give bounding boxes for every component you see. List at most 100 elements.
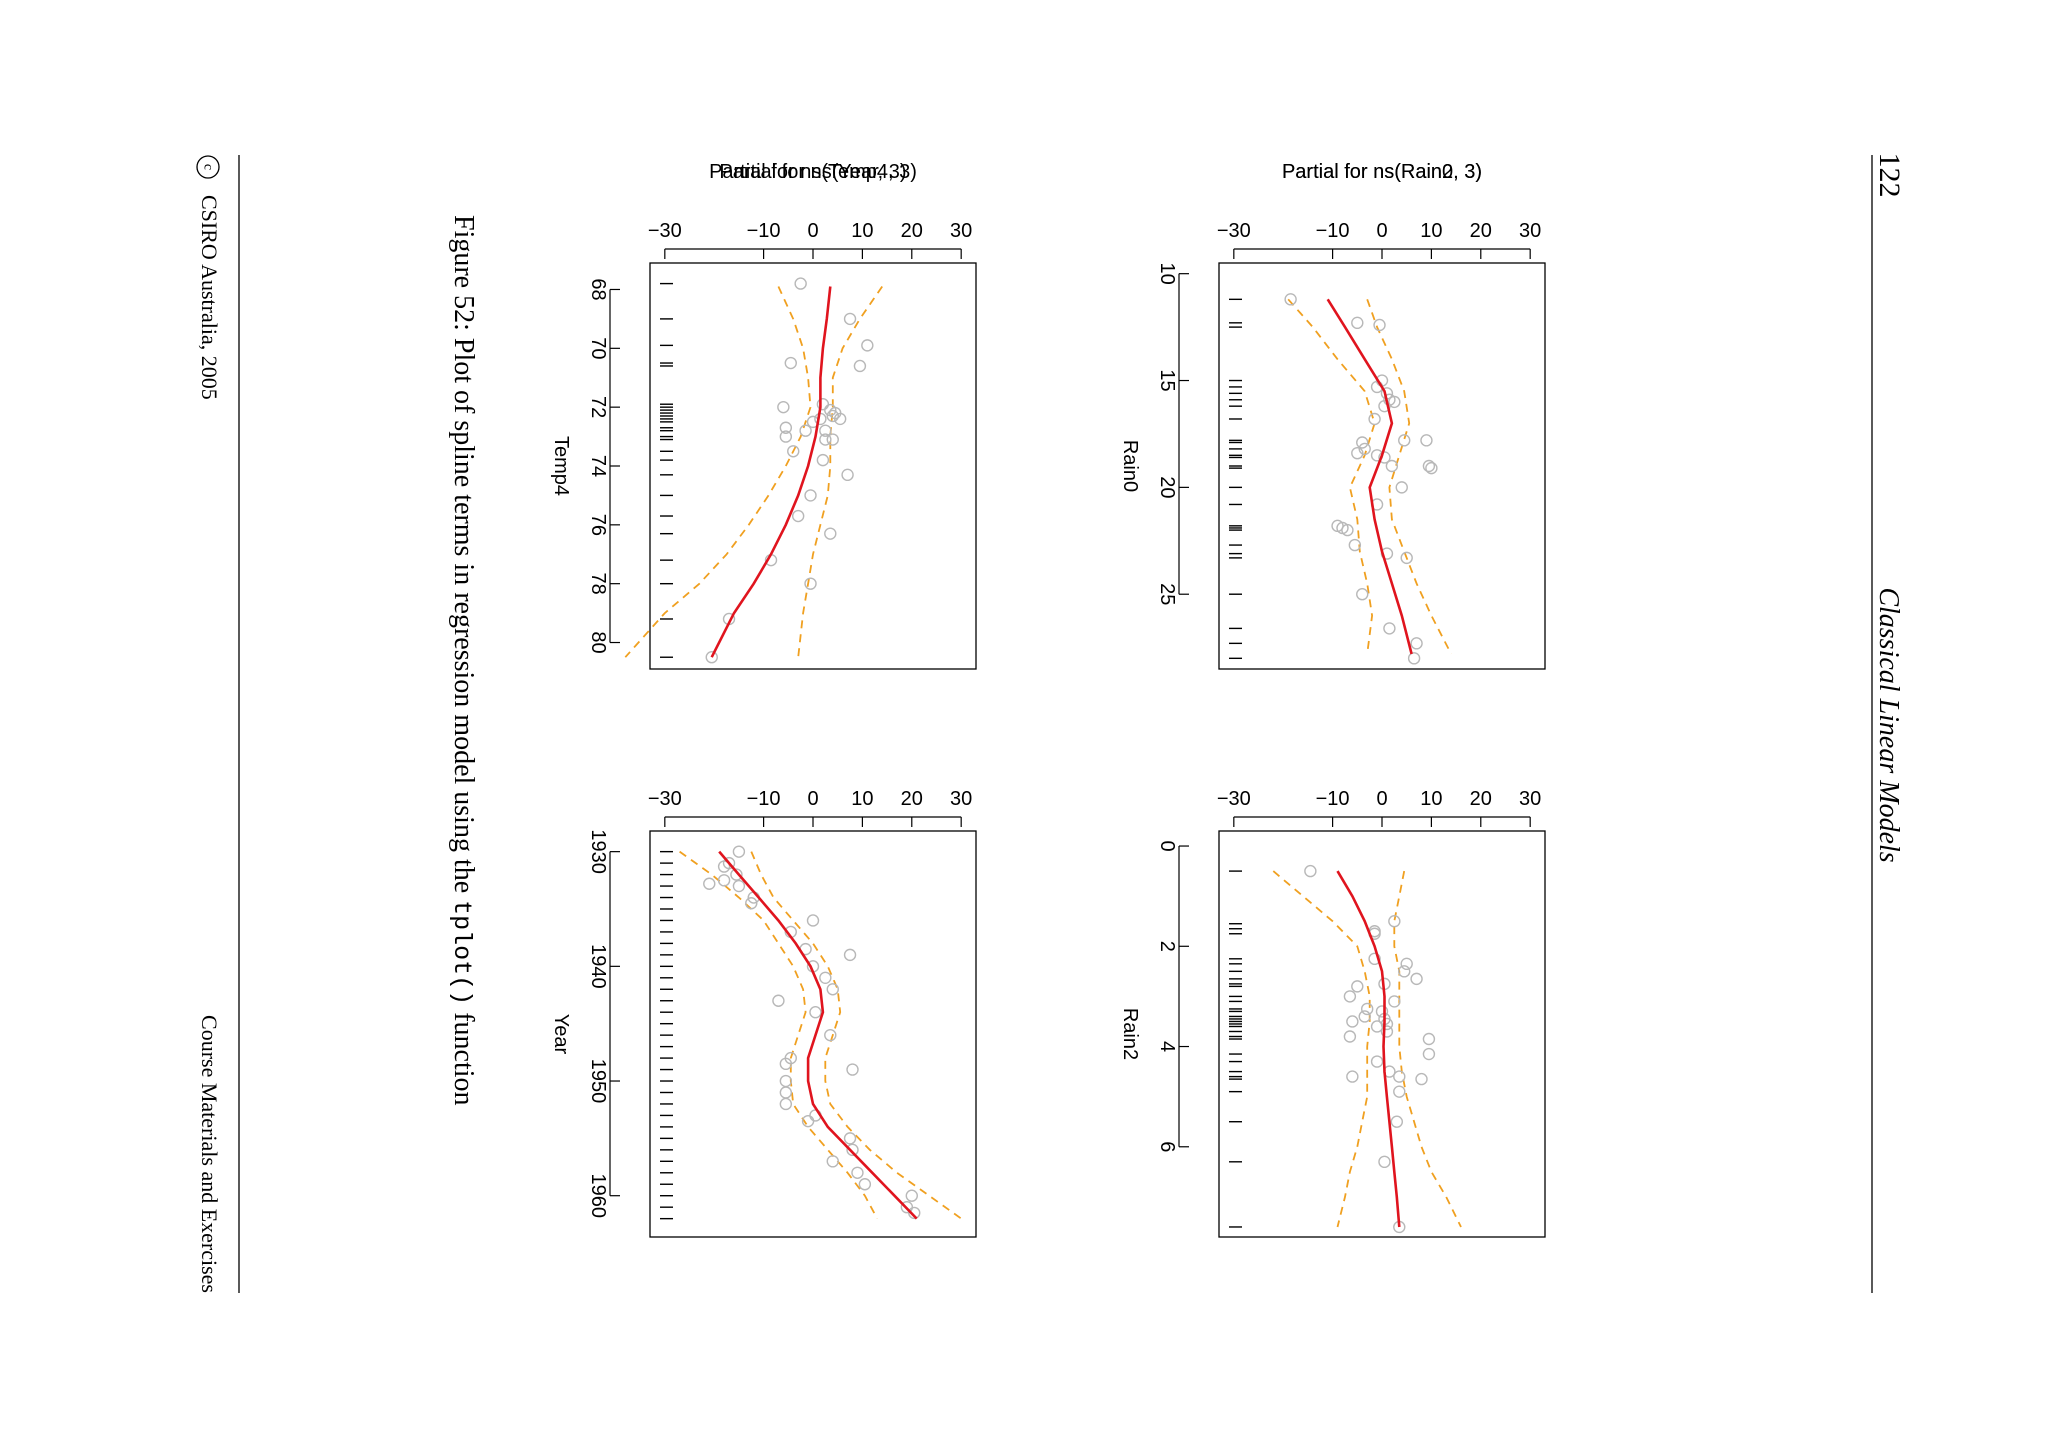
rain2-upper-band — [1393, 870, 1462, 1228]
rain2-xtick-label: 6 — [1156, 1141, 1178, 1152]
rain2-residual-point — [1368, 952, 1381, 966]
year-xtick-label: 1950 — [587, 1059, 609, 1104]
temp4-residual-point — [819, 433, 832, 446]
temp4-residual-point — [861, 339, 874, 352]
rain0-title: Partial for ns(Rain0, 3) — [1282, 161, 1482, 183]
rain2-residual-point — [1360, 1002, 1374, 1016]
copyright-mark: c — [196, 155, 220, 179]
temp4-title: Partial for ns(Temp4, 3) — [709, 161, 917, 183]
year-upper-band — [750, 851, 962, 1220]
rain0-residual-point — [1351, 316, 1364, 330]
panel-rain2: −30 −10 0 10 20 30 Partial for ns(Rain2, 3) 0 2 4… — [1119, 161, 1546, 1238]
rain0-residual-point — [1385, 459, 1399, 473]
rain2-residual-point — [1378, 1155, 1391, 1169]
rain0-residual-point — [1356, 588, 1369, 601]
rain2-residual-point — [1400, 957, 1413, 971]
rain2-xtick-label: 4 — [1156, 1041, 1178, 1052]
rain0-xtick-label: 25 — [1156, 583, 1178, 605]
year-residual-point — [779, 1097, 793, 1111]
rain0-residual-point — [1422, 459, 1436, 473]
page-number: 122 — [1873, 153, 1906, 198]
temp4-xtick-label: 70 — [587, 337, 609, 359]
temp4-residual-point — [791, 509, 805, 523]
year-residual-point — [905, 1189, 918, 1202]
rain0-residual-point — [1348, 538, 1362, 552]
caption-suffix: function — [448, 1012, 479, 1105]
rain2-residual-point — [1343, 1030, 1357, 1043]
rain0-ytick-label: 30 — [1519, 220, 1541, 242]
temp4-ytick-label: 30 — [950, 220, 972, 242]
rain0-ytick-label: −30 — [1217, 220, 1251, 242]
year-xlabel: Year — [550, 1014, 572, 1055]
rain0-residual-point — [1383, 622, 1396, 635]
year-residual-point — [819, 971, 832, 985]
year-residual-point — [717, 874, 731, 887]
rain2-ytick-label: −10 — [1316, 788, 1350, 810]
temp4-xlabel: Temp4 — [550, 436, 572, 496]
rain0-residual-point — [1356, 436, 1369, 449]
year-residual-point — [826, 983, 839, 996]
temp4-residual-point — [777, 400, 790, 414]
temp4-xtick-label: 72 — [587, 396, 609, 418]
temp4-xtick-label: 74 — [587, 455, 609, 477]
rain2-residual-point — [1398, 965, 1411, 978]
rain0-residual-point — [1400, 551, 1413, 565]
year-residual-point — [732, 879, 746, 893]
caption-prefix: Figure 52: Plot of spline terms in regre… — [448, 215, 479, 893]
rain0-xtick-label: 20 — [1156, 476, 1178, 498]
year-residual-point — [730, 868, 743, 881]
year-ytick-label: −10 — [747, 788, 781, 810]
year-residual-point — [806, 914, 820, 927]
rain2-residual-point — [1422, 1032, 1436, 1046]
temp4-residual-point — [826, 433, 839, 446]
year-residual-point — [779, 1057, 793, 1071]
panel-year: −30 −10 0 10 20 30 Partial for ns(Year, 3) 1930… — [550, 161, 977, 1238]
temp4-xtick-label: 76 — [587, 514, 609, 536]
rain2-ytick-label: 30 — [1519, 788, 1541, 810]
rain2-residual-point — [1393, 1070, 1406, 1083]
year-xtick-label: 1940 — [587, 944, 609, 989]
temp4-xtick-label: 78 — [587, 573, 609, 595]
rain0-residual-point — [1341, 523, 1354, 537]
temp4-residual-point — [779, 421, 793, 434]
rain0-residual-point — [1410, 637, 1423, 650]
temp4-residual-point — [705, 651, 718, 664]
year-ytick-label: −30 — [648, 788, 682, 810]
temp4-residual-point — [779, 430, 793, 443]
rain2-residual-point — [1393, 1085, 1406, 1098]
temp4-ytick-label: 20 — [901, 220, 923, 242]
rain0-residual-point — [1425, 461, 1438, 475]
year-residual-point — [809, 1006, 822, 1019]
caption-code: tplot() — [447, 900, 476, 1005]
rain2-xlabel: Rain2 — [1119, 1008, 1141, 1060]
rain2-residual-point — [1375, 1005, 1389, 1018]
rain2-xtick-label: 0 — [1156, 840, 1178, 851]
rain2-residual-point — [1410, 972, 1423, 986]
temp4-xtick-label: 68 — [587, 278, 609, 300]
year-fit-line — [718, 850, 918, 1220]
rain0-frame — [1218, 262, 1546, 670]
year-residual-point — [801, 1114, 815, 1128]
year-residual-point — [703, 877, 716, 890]
temp4-frame — [649, 262, 977, 670]
rain2-ytick-label: 20 — [1470, 788, 1492, 810]
rain2-title: Partial for ns(Rain2, 3) — [1282, 161, 1482, 183]
rain0-ytick-label: 20 — [1470, 220, 1492, 242]
rain2-residual-point — [1380, 1025, 1394, 1038]
year-residual-point — [846, 1143, 859, 1157]
year-residual-point — [908, 1206, 921, 1220]
panel-temp4: −30 −10 0 10 20 30 Partial for ns(Temp4, 3) 68 7… — [550, 161, 977, 670]
rain0-xlabel: Rain0 — [1119, 440, 1141, 492]
rain0-fit-line — [1326, 298, 1413, 655]
temp4-lower-band — [624, 286, 812, 658]
year-residual-point — [851, 1166, 864, 1179]
rain2-ytick-label: −30 — [1217, 788, 1251, 810]
rain0-residual-point — [1420, 434, 1433, 447]
rain0-residual-point — [1407, 652, 1421, 665]
temp4-fit-line — [710, 286, 832, 658]
rain2-residual-point — [1422, 1047, 1436, 1061]
temp4-residual-point — [804, 489, 817, 502]
temp4-residual-point — [824, 527, 837, 540]
rain2-residual-point — [1388, 915, 1401, 928]
